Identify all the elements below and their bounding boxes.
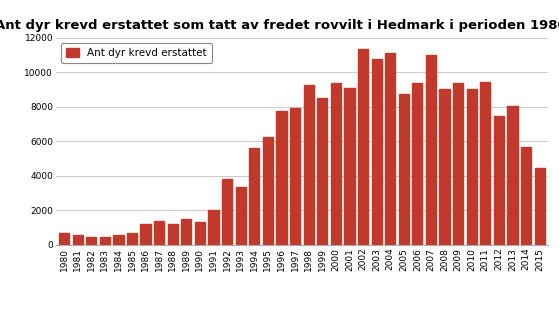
Bar bbox=[304, 85, 314, 245]
Bar bbox=[358, 49, 368, 245]
Bar bbox=[534, 168, 545, 245]
Bar bbox=[480, 82, 490, 245]
Bar bbox=[249, 148, 259, 245]
Bar bbox=[344, 88, 354, 245]
Bar bbox=[127, 233, 137, 245]
Bar bbox=[453, 83, 463, 245]
Bar bbox=[399, 94, 409, 245]
Bar bbox=[59, 233, 69, 245]
Bar bbox=[439, 89, 449, 245]
Bar bbox=[195, 222, 205, 245]
Bar bbox=[263, 137, 273, 245]
Bar bbox=[235, 187, 246, 245]
Bar bbox=[508, 106, 518, 245]
Legend: Ant dyr krevd erstattet: Ant dyr krevd erstattet bbox=[61, 43, 212, 63]
Bar bbox=[113, 235, 124, 245]
Bar bbox=[494, 116, 504, 245]
Bar bbox=[154, 221, 164, 245]
Bar bbox=[181, 219, 191, 245]
Bar bbox=[426, 55, 436, 245]
Bar bbox=[467, 89, 477, 245]
Bar bbox=[331, 84, 341, 245]
Bar bbox=[168, 224, 178, 245]
Title: Ant dyr krevd erstattet som tatt av fredet rovvilt i Hedmark i perioden 1980-201: Ant dyr krevd erstattet som tatt av fred… bbox=[0, 19, 559, 32]
Bar bbox=[521, 147, 531, 245]
Bar bbox=[413, 84, 423, 245]
Bar bbox=[276, 111, 287, 245]
Bar bbox=[140, 224, 151, 245]
Bar bbox=[317, 98, 328, 245]
Bar bbox=[100, 237, 110, 245]
Bar bbox=[86, 237, 96, 245]
Bar bbox=[209, 210, 219, 245]
Bar bbox=[290, 109, 300, 245]
Bar bbox=[73, 235, 83, 245]
Bar bbox=[222, 179, 232, 245]
Bar bbox=[372, 59, 382, 245]
Bar bbox=[385, 53, 395, 245]
